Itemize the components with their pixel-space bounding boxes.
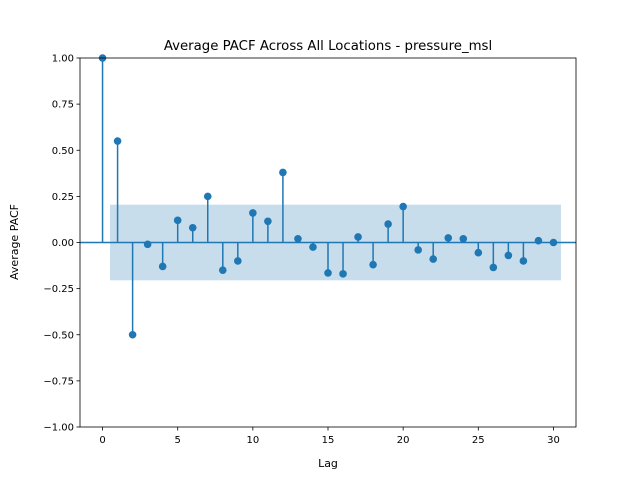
x-tick-label: 15 (322, 435, 335, 446)
y-tick-label: −1.00 (43, 423, 74, 434)
stem-marker (324, 269, 332, 277)
y-tick-label: −0.75 (43, 376, 74, 387)
stem-marker (158, 262, 167, 271)
x-tick-label: 0 (99, 435, 105, 446)
x-axis-label: Lag (318, 457, 338, 470)
stem-marker (279, 168, 287, 177)
stem-marker (234, 257, 242, 265)
stem-marker (534, 236, 543, 245)
stem-marker (173, 216, 182, 225)
y-axis-label: Average PACF (8, 204, 21, 280)
x-tick-label: 25 (472, 435, 485, 446)
stem-marker (519, 257, 528, 265)
y-tick-label: 0.75 (52, 100, 74, 111)
stem-marker (249, 209, 257, 217)
stem-marker (143, 240, 152, 249)
stem-marker (444, 234, 453, 242)
stem-marker (399, 202, 407, 211)
stem-marker (218, 266, 227, 274)
stem-marker (264, 217, 272, 226)
x-tick-label: 10 (246, 435, 259, 446)
y-tick-label: 0.00 (52, 238, 74, 249)
stem-marker (549, 238, 558, 247)
stem-marker (429, 255, 438, 263)
x-tick-label: 20 (397, 435, 410, 446)
x-tick-label: 30 (547, 435, 560, 446)
stem-marker (504, 251, 513, 260)
stem-marker (339, 270, 347, 278)
stem-marker (113, 137, 122, 145)
stem-marker (128, 330, 137, 339)
x-tick-label: 5 (175, 435, 181, 446)
stem-marker (414, 246, 422, 254)
y-tick-label: −0.50 (43, 330, 74, 341)
stem-marker (309, 243, 317, 251)
chart-title: Average PACF Across All Locations - pres… (164, 39, 492, 54)
stem-marker (459, 235, 468, 243)
stem-marker (489, 263, 498, 272)
y-tick-label: 0.50 (52, 146, 74, 157)
stem-marker (369, 260, 377, 269)
stem-marker (384, 220, 392, 228)
stem-marker (294, 235, 302, 243)
stem-marker (354, 233, 362, 241)
y-tick-label: −0.25 (43, 284, 74, 295)
y-tick-label: 0.25 (52, 192, 74, 203)
stem-marker (203, 192, 212, 201)
stem-marker (188, 223, 197, 232)
y-tick-label: 1.00 (52, 54, 74, 65)
stem-marker (474, 248, 483, 257)
